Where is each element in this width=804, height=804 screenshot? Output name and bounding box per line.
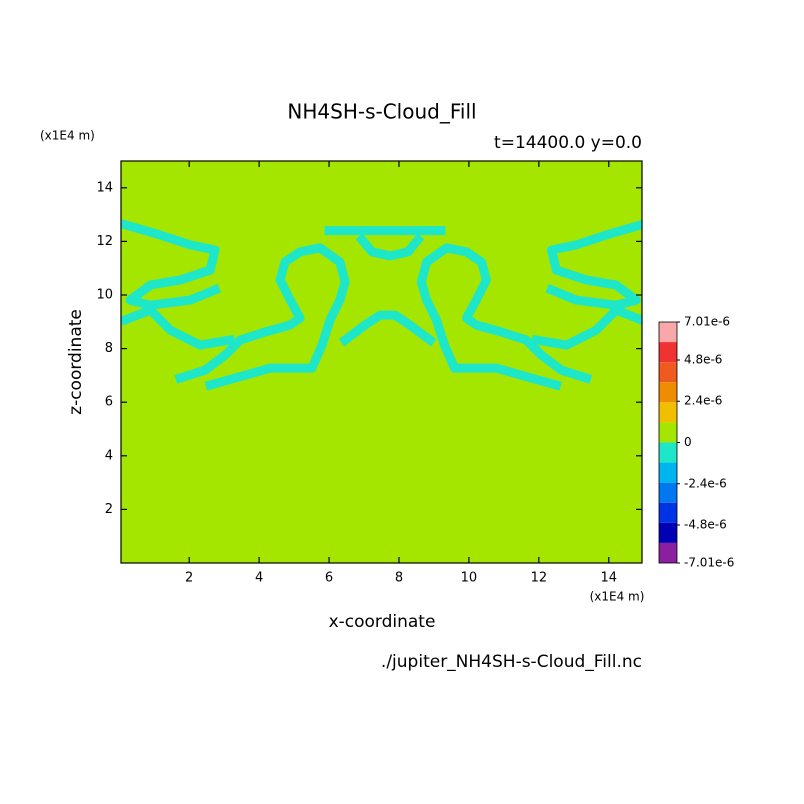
colorbar-box	[659, 322, 677, 343]
x-unit: (x1E4 m)	[590, 590, 645, 604]
contour-band	[355, 233, 425, 261]
colorbar-label: 2.4e-6	[684, 394, 722, 408]
colorbar-box	[659, 342, 677, 363]
colorbar-box	[659, 362, 677, 383]
colorbar-label: -4.8e-6	[684, 518, 727, 532]
y-tick-label: 4	[105, 448, 113, 463]
contour-band	[545, 219, 642, 310]
x-axis-label: x-coordinate	[329, 612, 436, 632]
contour-band	[416, 243, 593, 391]
colorbar-box	[659, 422, 677, 443]
chart-title: NH4SH-s-Cloud_Fill	[287, 100, 476, 124]
x-tick-label: 4	[255, 571, 263, 586]
colorbar-label: 4.8e-6	[684, 352, 722, 366]
plot-frame	[120, 160, 643, 564]
colorbar-box	[659, 382, 677, 403]
y-tick-label: 10	[96, 288, 113, 303]
colorbar-box	[659, 402, 677, 423]
x-tick-label: 6	[325, 571, 333, 586]
contour-band	[121, 305, 236, 350]
colorbar-label: 7.01e-6	[684, 315, 730, 329]
subtitle: t=14400.0 y=0.0	[494, 133, 642, 153]
colorbar-box	[659, 442, 677, 463]
colorbar-box	[659, 522, 677, 543]
source-file: ./jupiter_NH4SH-s-Cloud_Fill.nc	[381, 652, 642, 672]
y-tick-label: 14	[96, 180, 113, 195]
colorbar-label: -7.01e-6	[684, 556, 734, 570]
colorbar: 7.01e-6 4.8e-6 2.4e-6 0 -2.4e-6 -4.8e-6 -7.01e…	[658, 315, 734, 570]
y-axis-label: z-coordinate	[66, 309, 86, 415]
contour-band	[174, 243, 350, 391]
y-unit: (x1E4 m)	[40, 129, 95, 143]
colorbar-label: 0	[684, 435, 692, 449]
colorbar-box	[659, 542, 677, 563]
contour-band	[531, 305, 642, 350]
x-tick-label: 2	[185, 571, 193, 586]
colorbar-box	[659, 482, 677, 503]
colorbar-box	[659, 462, 677, 483]
colorbar-box	[659, 502, 677, 523]
contour-band	[338, 310, 437, 347]
axes: 2 4 6 8 10 12 14 2 4 6 8 10 12 14	[96, 160, 643, 586]
contour-band	[121, 219, 221, 310]
y-tick-label: 2	[105, 502, 113, 517]
colorbar-label: -2.4e-6	[684, 476, 727, 490]
y-tick-label: 8	[105, 341, 113, 356]
plot-area	[121, 161, 642, 563]
y-tick-label: 12	[96, 234, 113, 249]
field-background	[121, 161, 642, 563]
y-tick-label: 6	[105, 395, 113, 410]
x-tick-label: 12	[531, 571, 548, 586]
x-tick-label: 10	[461, 571, 478, 586]
x-tick-label: 8	[395, 571, 403, 586]
x-tick-label: 14	[601, 571, 618, 586]
